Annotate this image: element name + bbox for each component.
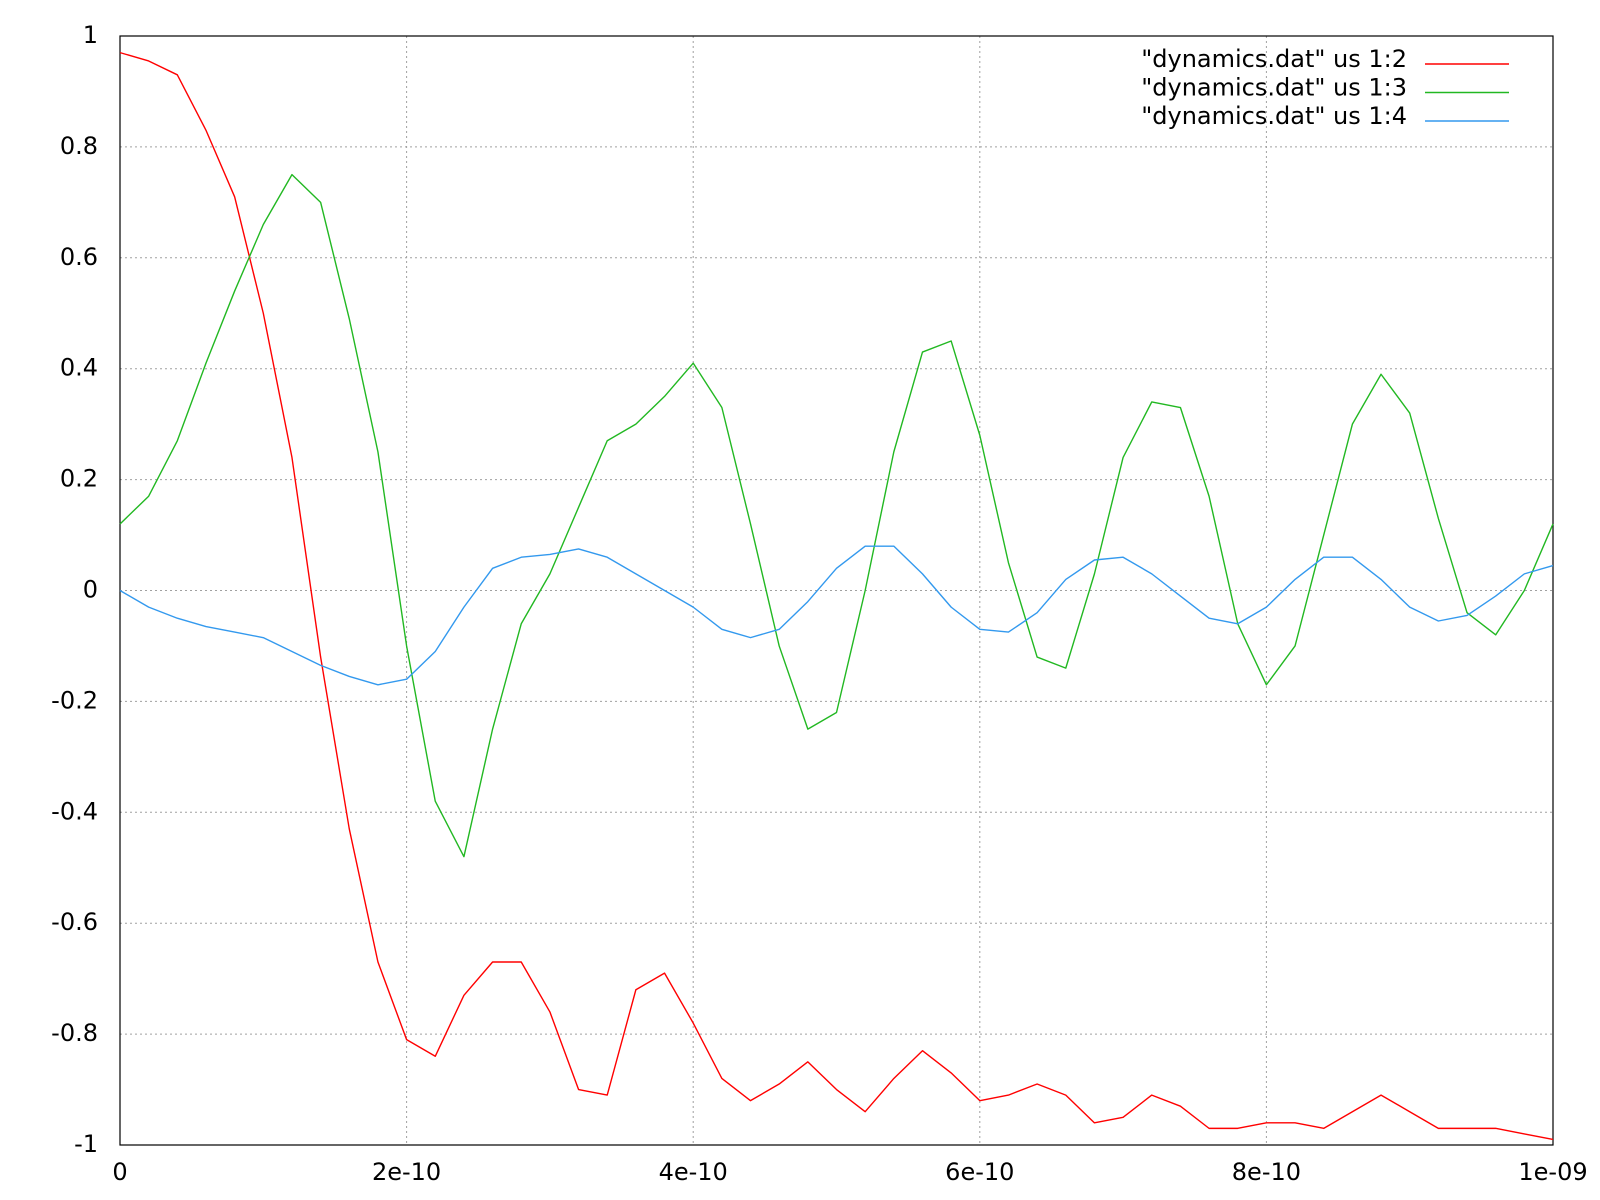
x-tick-label: 6e-10 xyxy=(945,1158,1014,1186)
x-tick-label: 4e-10 xyxy=(659,1158,728,1186)
x-tick-label: 8e-10 xyxy=(1232,1158,1301,1186)
data-line xyxy=(119,545,1554,686)
y-tick-label: -0.2 xyxy=(51,686,98,714)
x-tick-label: 2e-10 xyxy=(372,1158,441,1186)
x-tick-label: 1e-09 xyxy=(1518,1158,1587,1186)
y-tick-label: 0.8 xyxy=(60,132,98,160)
data-line xyxy=(119,173,1554,858)
y-tick-label: 1 xyxy=(83,21,98,49)
y-tick-label: 0.2 xyxy=(60,465,98,493)
y-tick-label: -0.8 xyxy=(51,1019,98,1047)
legend-label: "dynamics.dat" us 1:3 xyxy=(1141,74,1407,102)
y-tick-label: -1 xyxy=(74,1130,98,1158)
data-line xyxy=(119,51,1554,1141)
y-tick-label: -0.4 xyxy=(51,797,98,825)
legend-label: "dynamics.dat" us 1:4 xyxy=(1141,102,1407,130)
y-tick-label: 0.6 xyxy=(60,243,98,271)
y-tick-label: 0.4 xyxy=(60,354,98,382)
y-tick-label: -0.6 xyxy=(51,908,98,936)
x-tick-label: 0 xyxy=(112,1158,127,1186)
legend-label: "dynamics.dat" us 1:2 xyxy=(1141,45,1407,73)
y-tick-label: 0 xyxy=(83,576,98,604)
